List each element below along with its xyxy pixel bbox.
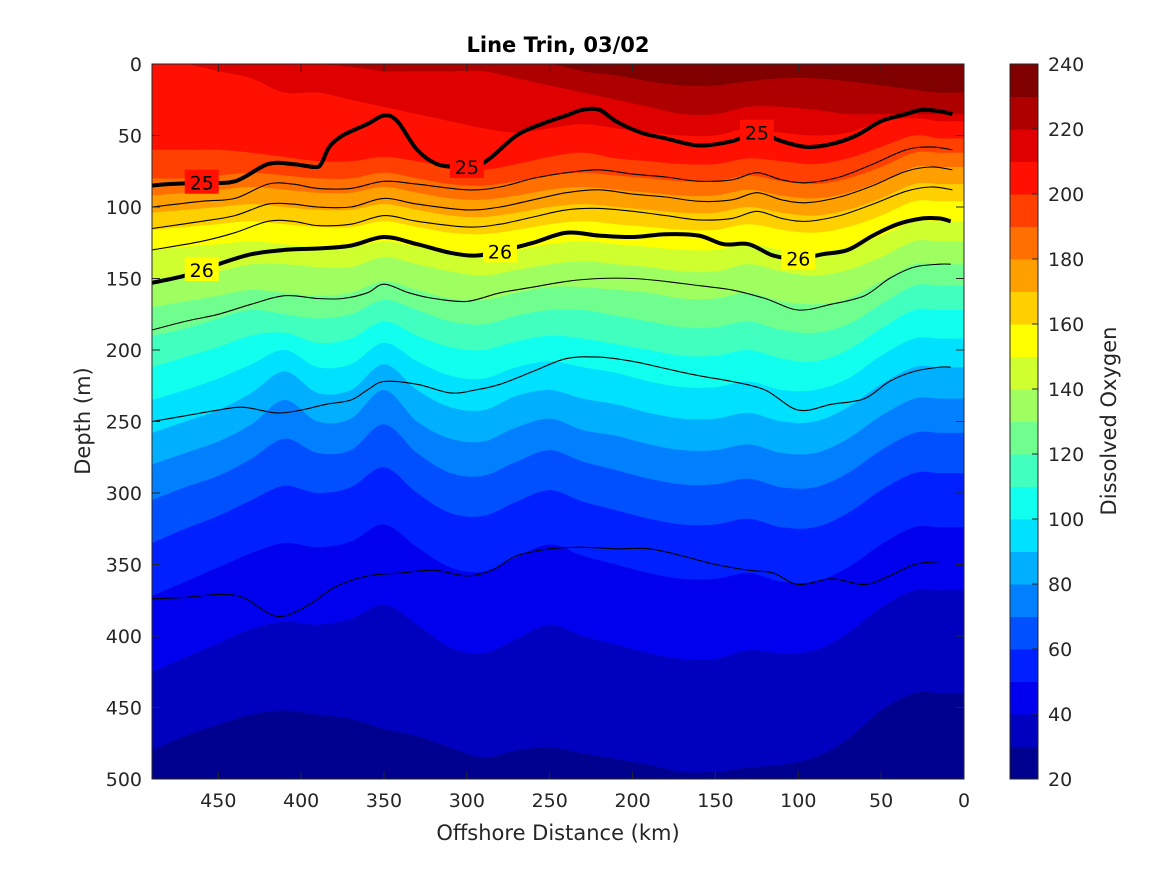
x-tick-label: 250 (532, 790, 568, 812)
colorbar-segment (1010, 681, 1038, 715)
colorbar-tick-label: 40 (1048, 704, 1072, 726)
contour-label: 26 (488, 241, 512, 263)
y-tick-label: 100 (106, 197, 142, 219)
contour-label-bg (184, 256, 219, 281)
y-tick-label: 350 (106, 555, 142, 577)
contour-label-bg (483, 238, 517, 263)
density-contour-26.8 (152, 546, 940, 618)
colorbar-tick-label: 220 (1048, 119, 1084, 141)
density-contour-26.3 (152, 263, 951, 331)
colorbar-frame (1009, 63, 1039, 780)
contour-label: 26 (786, 248, 810, 270)
contour-label-bg (449, 153, 484, 178)
density-contour-26 (152, 215, 952, 285)
x-tick-label: 400 (283, 790, 319, 812)
colorbar-tick-label: 100 (1048, 509, 1084, 531)
colorbar-tick-label: 160 (1048, 314, 1084, 336)
contour-label: 25 (190, 173, 214, 195)
contour-label: 25 (455, 157, 479, 179)
colorbar-segment (1010, 649, 1038, 682)
colorbar-tick-label: 60 (1048, 639, 1072, 661)
colorbar-segment (1010, 259, 1038, 292)
colorbar (1009, 63, 1039, 780)
x-tick-label: 450 (200, 790, 236, 812)
density-contour-25.2 (152, 146, 953, 208)
colorbar-segment (1010, 129, 1038, 162)
density-contours (152, 106, 953, 618)
contour-label-bg (739, 119, 774, 144)
y-axis: 0 50 100 150 200 250 300 350 400 450 500 (106, 54, 964, 791)
colorbar-tick-label: 80 (1048, 574, 1072, 596)
y-axis-label: Depth (m) (71, 367, 95, 474)
y-tick-label: 450 (106, 698, 142, 720)
colorbar-segment (1010, 616, 1038, 650)
x-tick-label: 0 (958, 790, 970, 812)
colorbar-segment (1010, 421, 1038, 455)
x-tick-label: 350 (366, 790, 402, 812)
y-tick-label: 300 (106, 483, 142, 505)
colorbar-tick-label: 200 (1048, 184, 1084, 206)
colorbar-tick-label: 140 (1048, 379, 1084, 401)
y-tick-label: 200 (106, 340, 142, 362)
colorbar-tick-label: 120 (1048, 444, 1084, 466)
y-tick-label: 500 (106, 769, 142, 791)
density-contour-25.6 (152, 186, 953, 251)
colorbar-segment (1010, 356, 1038, 390)
x-tick-label: 50 (869, 790, 893, 812)
colorbar-segment (1010, 324, 1038, 357)
colorbar-segment (1010, 291, 1038, 325)
x-tick-label: 150 (697, 790, 733, 812)
colorbar-segment (1010, 454, 1038, 487)
colorbar-segment (1010, 584, 1038, 617)
contour-label-bg (184, 169, 219, 194)
colorbar-tick-label: 240 (1048, 54, 1084, 76)
density-contour-25.4 (152, 166, 953, 230)
colorbar-segment (1010, 226, 1038, 260)
colorbar-segment (1010, 714, 1038, 747)
colorbar-axis: 20 40 60 80 100 120 140 160 180 200 220 240 (1032, 54, 1084, 791)
colorbar-segment (1010, 486, 1038, 520)
x-axis-label: Offshore Distance (km) (436, 821, 679, 845)
density-contour-26.6 (152, 356, 951, 423)
colorbar-segment (1010, 746, 1038, 780)
y-tick-label: 150 (106, 269, 142, 291)
colorbar-segment (1010, 519, 1038, 552)
x-axis: 450 400 350 300 250 200 150 100 50 0 (200, 64, 970, 812)
colorbar-segment (1010, 551, 1038, 585)
colorbar-segment (1010, 96, 1038, 130)
y-tick-label: 0 (130, 54, 142, 76)
contour-label: 25 (745, 123, 769, 145)
colorbar-segment (1010, 64, 1038, 97)
x-tick-label: 100 (780, 790, 816, 812)
colorbar-segment (1010, 194, 1038, 227)
oxygen-band-230 (152, 64, 964, 93)
contour-label: 26 (190, 260, 214, 282)
chart-title: Line Trin, 03/02 (466, 33, 649, 57)
colorbar-label: Dissolved Oxygen (1097, 327, 1121, 516)
oxygen-bands (152, 64, 964, 773)
y-tick-label: 250 (106, 412, 142, 434)
density-contour-25 (152, 106, 953, 188)
colorbar-segment (1010, 389, 1038, 422)
y-tick-label: 400 (106, 626, 142, 648)
x-tick-label: 300 (449, 790, 485, 812)
y-tick-label: 50 (118, 126, 142, 148)
x-tick-label: 200 (614, 790, 650, 812)
contour-labels: 25 25 25 26 26 26 (184, 119, 816, 282)
colorbar-tick-label: 180 (1048, 249, 1084, 271)
plot-area: 25 25 25 26 26 26 (152, 64, 964, 779)
contour-label-bg (781, 245, 816, 270)
colorbar-segment (1010, 161, 1038, 195)
colorbar-tick-label: 20 (1048, 769, 1072, 791)
